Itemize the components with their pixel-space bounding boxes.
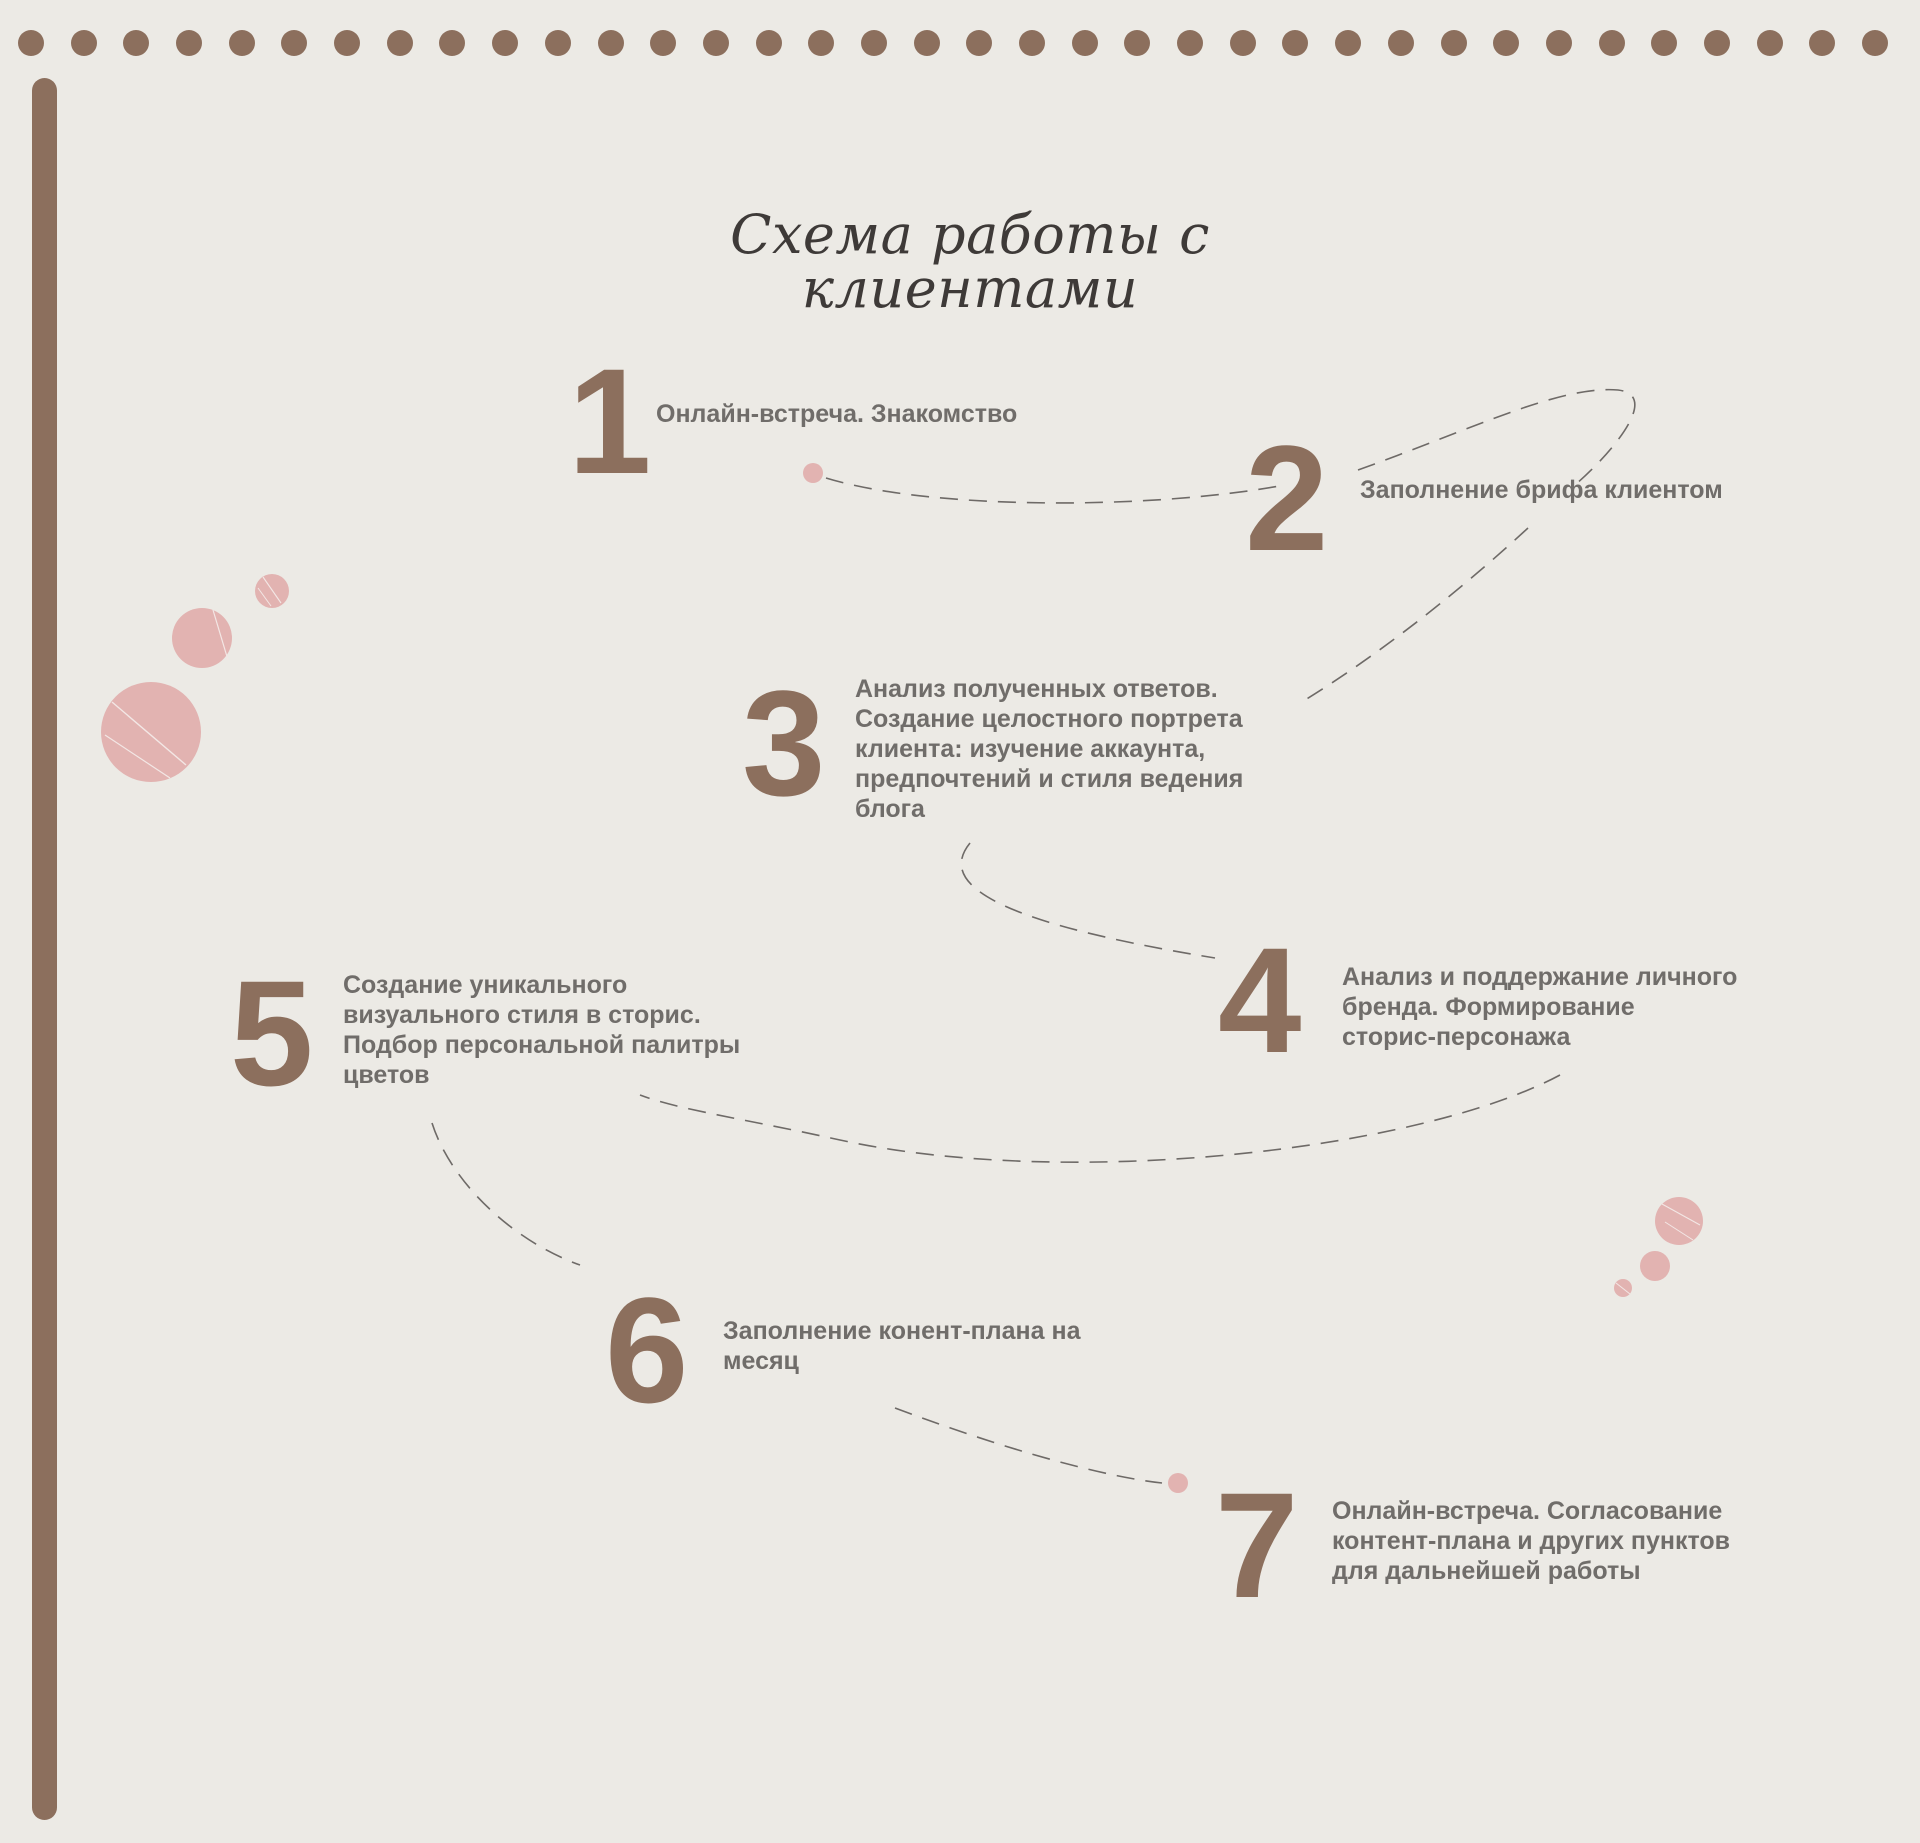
step-7-number: 7 (1215, 1461, 1299, 1629)
step-2-text: Заполнение брифа клиентом (1360, 476, 1723, 504)
connector-2-3-lower (1304, 527, 1529, 701)
connector-4-5 (639, 1074, 1561, 1163)
border-dot (1545, 30, 1572, 56)
step-2-number: 2 (1245, 414, 1329, 582)
border-dot (18, 30, 44, 56)
border-dot (334, 30, 361, 56)
pink-spheres-right (1614, 1197, 1703, 1297)
step-3-text: Анализ полученных ответов. Создание цело… (855, 675, 1244, 823)
border-dot (492, 30, 519, 56)
vertical-spine-bar (32, 78, 57, 1820)
border-dot (1282, 30, 1309, 56)
connector-1-2 (825, 477, 1286, 504)
border-dot (1809, 30, 1836, 56)
border-dot (386, 30, 413, 56)
step-4-text: Анализ и поддержание личного бренда. Фор… (1342, 963, 1738, 1051)
border-dot (228, 30, 255, 56)
dotted-border-top (0, 0, 1920, 90)
border-dot (702, 30, 729, 56)
border-dot (1862, 30, 1888, 56)
step-1-number: 1 (568, 337, 652, 505)
step-4-number: 4 (1218, 916, 1302, 1084)
border-dot (808, 30, 835, 56)
step-6-text: Заполнение конент-плана на месяц (723, 1317, 1081, 1375)
step-5-text: Создание уникального визуального стиля в… (343, 971, 741, 1089)
border-dot (1124, 30, 1151, 56)
border-dot (1387, 30, 1414, 56)
border-dot (281, 30, 308, 56)
step-1-text: Онлайн-встреча. Знакомство (656, 400, 1018, 428)
sphere-right-medium (1640, 1251, 1670, 1281)
border-dot (966, 30, 993, 56)
step-5-number: 5 (230, 949, 314, 1117)
connector-2-3 (1357, 388, 1636, 486)
diagram-title: Схема работы с клиентами (730, 203, 1210, 320)
border-dot (70, 30, 97, 56)
step-7-text: Онлайн-встреча. Согласование контент-пла… (1332, 1497, 1731, 1585)
border-dot (544, 30, 571, 56)
border-dot (1598, 30, 1625, 56)
step-6-number: 6 (605, 1266, 689, 1434)
sphere-medium (172, 608, 232, 668)
border-dot (913, 30, 940, 56)
connector-3-4 (960, 842, 1216, 959)
connectors (431, 388, 1636, 1484)
border-dot (439, 30, 466, 56)
sphere-right-large (1655, 1197, 1703, 1245)
border-dot (1071, 30, 1098, 56)
border-dot (176, 30, 203, 56)
connector-6-7 (894, 1407, 1163, 1484)
border-dot (1177, 30, 1204, 56)
pink-dot-end (1168, 1473, 1188, 1493)
step-3-number: 3 (742, 659, 826, 827)
sphere-small (255, 574, 289, 608)
pink-dot-start (803, 463, 823, 483)
border-dot (1493, 30, 1520, 56)
border-dot (755, 30, 782, 56)
border-dot (860, 30, 887, 56)
border-dot (1703, 30, 1730, 56)
border-dot (1229, 30, 1256, 56)
border-dot (1651, 30, 1678, 56)
border-dot (1440, 30, 1467, 56)
border-dot (1756, 30, 1783, 56)
border-dot (1019, 30, 1046, 56)
sphere-large (101, 682, 201, 782)
border-dot (650, 30, 677, 56)
pink-spheres-left (101, 574, 289, 782)
border-dot (1335, 30, 1362, 56)
pink-dots (803, 463, 1188, 1493)
border-dot (597, 30, 624, 56)
connector-5-6 (431, 1122, 581, 1266)
border-dot (123, 30, 150, 56)
